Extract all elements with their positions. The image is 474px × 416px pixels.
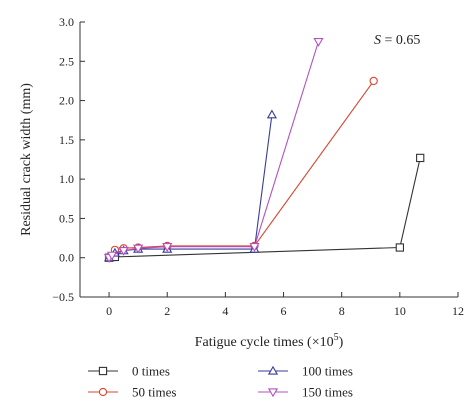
series-line-3	[108, 41, 319, 259]
series-group	[103, 37, 425, 263]
x-axis-label-text: Fatigue cycle times (×10	[195, 335, 334, 350]
series-3	[103, 37, 324, 263]
y-tick-label: 2.5	[59, 54, 74, 68]
legend-item-0: 0 times	[88, 364, 170, 379]
series-1	[104, 76, 378, 262]
series-2	[103, 109, 277, 262]
legend-label: 100 times	[302, 364, 353, 379]
legend-marker	[267, 388, 279, 398]
data-point	[106, 251, 118, 261]
x-axis-label-exponent: 5	[334, 332, 339, 343]
data-point	[249, 243, 260, 252]
data-point	[118, 246, 129, 256]
data-point	[416, 153, 425, 163]
series-line-2	[108, 114, 273, 259]
stress-ratio-annotation: S = 0.65	[374, 33, 420, 48]
y-tick-label: 3.0	[59, 15, 74, 29]
legend-label: 0 times	[132, 364, 170, 379]
y-tick-label: 0.5	[59, 211, 74, 225]
annotation-symbol: S	[374, 33, 381, 48]
series-line-1	[108, 80, 375, 259]
x-tick-label: 2	[164, 304, 170, 318]
x-axis-label-close: )	[339, 335, 344, 350]
y-tick-label: 2.0	[59, 94, 74, 108]
x-tick-label: 4	[222, 304, 228, 318]
legend-marker	[98, 366, 108, 376]
x-axis-label: Fatigue cycle times (×105)	[195, 332, 344, 350]
data-point	[369, 76, 378, 86]
data-point	[133, 244, 144, 254]
y-tick-label: −0.5	[52, 290, 74, 304]
y-tick-label: 0.0	[59, 251, 74, 265]
annotation-value: = 0.65	[381, 33, 420, 48]
x-tick-label: 8	[339, 304, 345, 318]
y-tick-label: 1.5	[59, 133, 74, 147]
axes	[79, 22, 458, 298]
x-tick-label: 12	[452, 304, 464, 318]
legend-label: 150 times	[302, 385, 353, 400]
legend-item-1: 50 times	[88, 385, 176, 400]
x-tick-label: 0	[106, 304, 112, 318]
legend-marker	[98, 387, 108, 397]
legend-label: 50 times	[132, 385, 176, 400]
legend-item-3: 150 times	[258, 385, 353, 400]
legend-marker	[267, 365, 279, 375]
y-axis-label: Residual crack width (mm)	[19, 83, 34, 236]
data-point	[395, 243, 404, 252]
legend: 0 times 50 times 100 times 150 times	[88, 364, 353, 400]
data-point	[162, 243, 173, 252]
x-tick-label: 6	[281, 304, 287, 318]
legend-item-2: 100 times	[258, 364, 353, 379]
x-tick-label: 10	[394, 304, 406, 318]
data-point	[313, 37, 324, 47]
tick-group: −0.5 0.0 0.5 1.0 1.5 2.0 2.5 3.0 0 2 4 6 8 10 12	[52, 15, 464, 318]
data-point	[266, 109, 277, 119]
y-tick-label: 1.0	[59, 172, 74, 186]
